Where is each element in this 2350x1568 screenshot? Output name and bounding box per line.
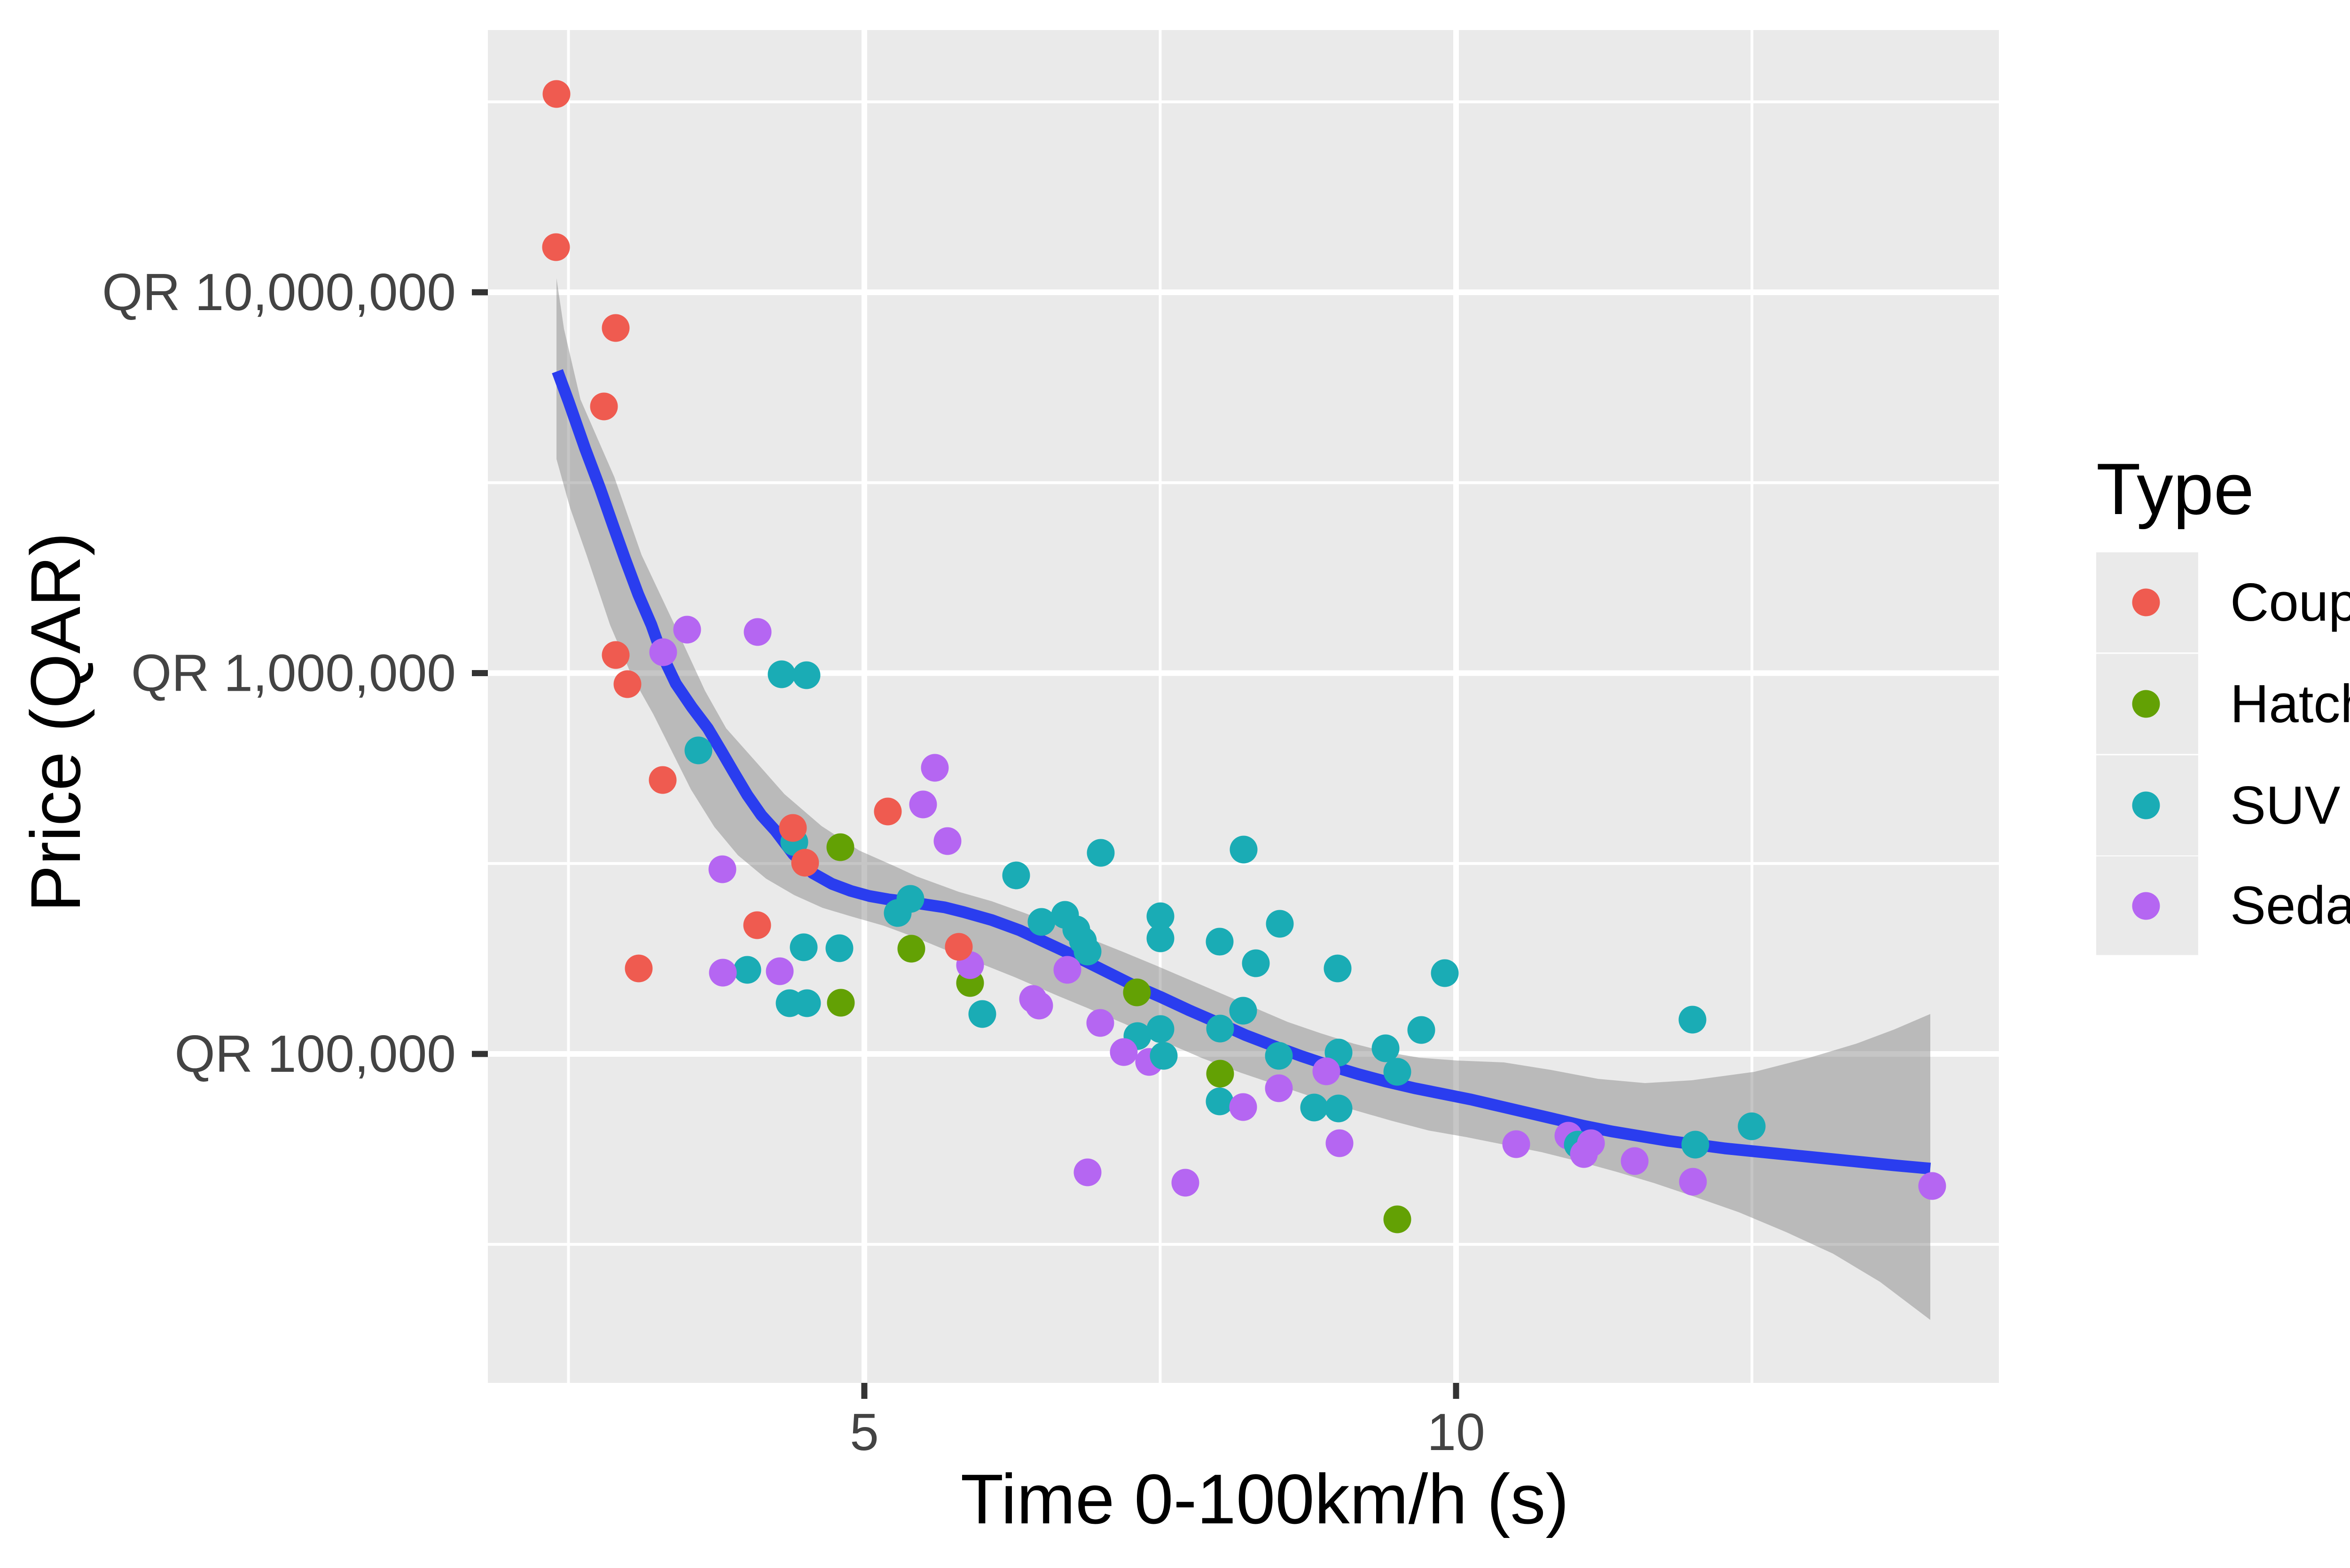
svg-text:Coupe: Coupe	[2230, 573, 2350, 632]
svg-text:QR 1,000,000: QR 1,000,000	[131, 644, 456, 702]
svg-text:Hatchback: Hatchback	[2230, 674, 2350, 734]
svg-text:5: 5	[850, 1403, 879, 1461]
svg-text:SUV: SUV	[2230, 776, 2340, 835]
svg-text:Sedan: Sedan	[2230, 876, 2350, 936]
svg-text:QR 10,000,000: QR 10,000,000	[102, 263, 456, 321]
svg-text:QR 100,000: QR 100,000	[174, 1025, 456, 1083]
svg-text:Time 0-100km/h (s): Time 0-100km/h (s)	[961, 1459, 1569, 1538]
svg-text:10: 10	[1427, 1403, 1485, 1461]
svg-text:Price (QAR): Price (QAR)	[16, 532, 95, 912]
svg-text:Type: Type	[2096, 448, 2254, 530]
